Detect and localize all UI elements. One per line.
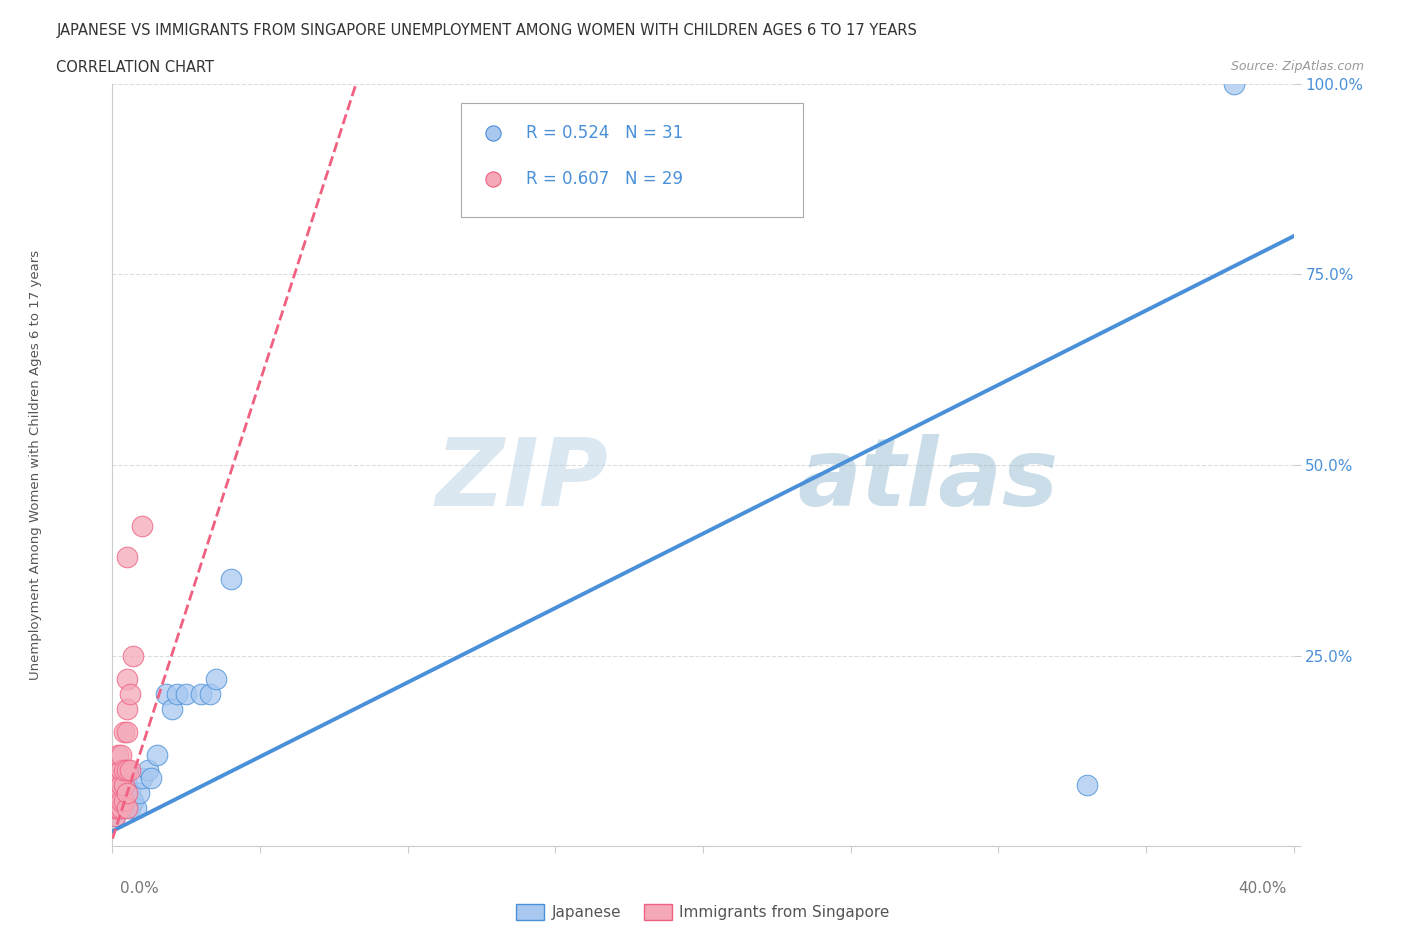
- Point: [219, 572, 242, 587]
- Point: [104, 786, 127, 801]
- Point: [107, 801, 129, 816]
- Point: [120, 763, 142, 777]
- FancyBboxPatch shape: [461, 103, 803, 218]
- Point: [122, 793, 145, 808]
- Point: [190, 686, 212, 701]
- Point: [110, 777, 132, 792]
- Text: CORRELATION CHART: CORRELATION CHART: [56, 60, 214, 75]
- Point: [104, 808, 127, 823]
- Point: [1223, 76, 1246, 91]
- Point: [117, 786, 138, 801]
- Text: Unemployment Among Women with Children Ages 6 to 17 years: Unemployment Among Women with Children A…: [28, 250, 42, 680]
- Point: [117, 801, 138, 816]
- Text: R = 0.607   N = 29: R = 0.607 N = 29: [526, 170, 683, 188]
- Point: [110, 793, 132, 808]
- Point: [122, 648, 145, 663]
- Point: [104, 793, 127, 808]
- Point: [112, 793, 135, 808]
- Point: [107, 748, 129, 763]
- Point: [112, 777, 135, 792]
- Point: [146, 748, 169, 763]
- Point: [112, 763, 135, 777]
- Point: [205, 671, 228, 686]
- Point: [1052, 172, 1074, 187]
- Point: [110, 793, 132, 808]
- Point: [160, 701, 183, 716]
- Point: [198, 686, 221, 701]
- Point: [112, 801, 135, 816]
- Text: 40.0%: 40.0%: [1239, 881, 1286, 896]
- Point: [110, 748, 132, 763]
- Text: JAPANESE VS IMMIGRANTS FROM SINGAPORE UNEMPLOYMENT AMONG WOMEN WITH CHILDREN AGE: JAPANESE VS IMMIGRANTS FROM SINGAPORE UN…: [56, 23, 917, 38]
- Point: [117, 763, 138, 777]
- Text: R = 0.524   N = 31: R = 0.524 N = 31: [526, 125, 683, 142]
- Point: [131, 519, 153, 534]
- Point: [104, 808, 127, 823]
- Point: [107, 801, 129, 816]
- Point: [107, 793, 129, 808]
- Point: [117, 777, 138, 792]
- Point: [120, 686, 142, 701]
- Point: [139, 770, 162, 785]
- Point: [112, 724, 135, 739]
- Point: [136, 763, 159, 777]
- Point: [107, 786, 129, 801]
- Point: [120, 786, 142, 801]
- Point: [117, 701, 138, 716]
- Point: [131, 770, 153, 785]
- Point: [104, 793, 127, 808]
- Point: [1052, 126, 1074, 140]
- Point: [125, 801, 148, 816]
- Point: [128, 786, 150, 801]
- Point: [110, 801, 132, 816]
- Point: [1076, 777, 1098, 792]
- Text: 0.0%: 0.0%: [120, 881, 159, 896]
- Point: [104, 777, 127, 792]
- Point: [166, 686, 188, 701]
- Point: [174, 686, 197, 701]
- Point: [120, 801, 142, 816]
- Point: [117, 671, 138, 686]
- Text: Source: ZipAtlas.com: Source: ZipAtlas.com: [1230, 60, 1364, 73]
- Point: [110, 763, 132, 777]
- Point: [104, 801, 127, 816]
- Point: [155, 686, 177, 701]
- Point: [110, 801, 132, 816]
- Point: [107, 770, 129, 785]
- Text: ZIP: ZIP: [436, 434, 609, 526]
- Point: [112, 786, 135, 801]
- Point: [107, 786, 129, 801]
- Point: [117, 793, 138, 808]
- Point: [117, 724, 138, 739]
- Text: atlas: atlas: [797, 434, 1059, 526]
- Point: [104, 801, 127, 816]
- Legend: Japanese, Immigrants from Singapore: Japanese, Immigrants from Singapore: [510, 898, 896, 926]
- Point: [117, 549, 138, 564]
